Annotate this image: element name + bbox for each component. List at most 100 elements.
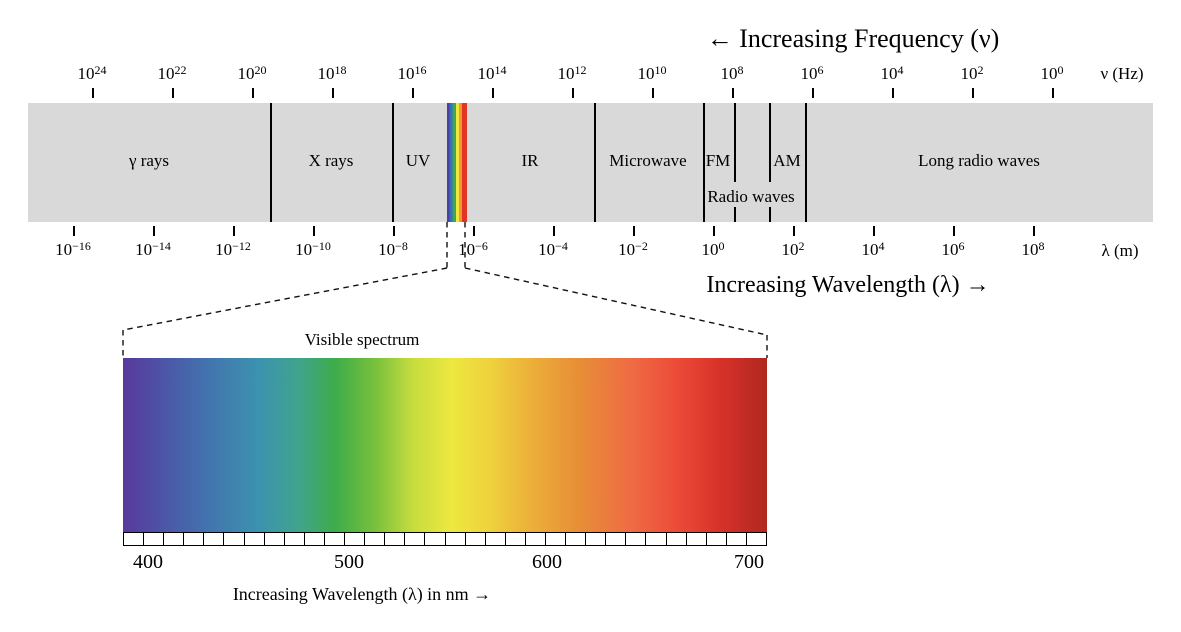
wavelength-nm-caption: Increasing Wavelength (λ) in nm → <box>232 584 492 604</box>
ruler-cell <box>245 533 265 545</box>
ruler-cell <box>626 533 647 545</box>
frequency-tick <box>812 88 814 98</box>
frequency-tick <box>412 88 414 98</box>
band-region-label: γ rays <box>128 151 170 170</box>
frequency-tick <box>972 88 974 98</box>
ruler-cell <box>747 533 766 545</box>
frequency-tick <box>92 88 94 98</box>
band-region-label: UV <box>405 151 431 170</box>
band-divider <box>270 103 272 222</box>
ruler-cell <box>707 533 727 545</box>
nm-tick-label: 500 <box>334 551 364 573</box>
wavelength-tick <box>473 226 475 236</box>
ruler-cell <box>667 533 687 545</box>
ruler-cell <box>345 533 366 545</box>
ruler-cell <box>425 533 446 545</box>
frequency-tick-label: 100 <box>1040 63 1064 83</box>
nm-tick-label: 600 <box>532 551 562 573</box>
ruler-cell <box>466 533 486 545</box>
ruler-cell <box>566 533 587 545</box>
band-divider <box>769 207 771 222</box>
ruler-cell <box>164 533 185 545</box>
wavelength-tick-label: 102 <box>781 239 805 259</box>
ruler-cell <box>727 533 747 545</box>
wavelength-tick <box>873 226 875 236</box>
wavelength-tick-label: 10−4 <box>538 239 568 259</box>
visible-spectrum-gradient <box>123 358 767 532</box>
ruler-cell <box>124 533 145 545</box>
ruler-cell <box>285 533 305 545</box>
ruler-cell <box>506 533 526 545</box>
band-divider <box>594 103 596 222</box>
ruler-cell <box>646 533 667 545</box>
wavelength-tick <box>793 226 795 236</box>
wavelength-tick <box>633 226 635 236</box>
frequency-tick-label: 1016 <box>397 63 427 83</box>
band-region-label: FM <box>705 151 731 170</box>
frequency-tick-label: 1012 <box>557 63 587 83</box>
band-divider <box>703 103 705 222</box>
ruler-cell <box>365 533 386 545</box>
frequency-tick <box>172 88 174 98</box>
ruler-cell <box>586 533 607 545</box>
frequency-tick <box>572 88 574 98</box>
band-divider <box>734 103 736 182</box>
wavelength-tick <box>73 226 75 236</box>
spectrum-band <box>28 103 1153 222</box>
wavelength-tick-label: 10−12 <box>215 239 251 259</box>
frequency-tick-label: 102 <box>960 63 984 83</box>
ruler-cell <box>305 533 325 545</box>
ruler-cell <box>446 533 466 545</box>
frequency-tick <box>492 88 494 98</box>
wavelength-tick-label: 106 <box>941 239 965 259</box>
increasing-wavelength-title: Increasing Wavelength (λ) → <box>706 272 990 298</box>
frequency-tick-label: 1014 <box>477 63 507 83</box>
wavelength-unit-label: λ (m) <box>1101 241 1139 260</box>
band-divider <box>734 207 736 222</box>
wavelength-tick <box>1033 226 1035 236</box>
ruler-cell <box>204 533 225 545</box>
wavelength-tick-label: 10−6 <box>458 239 488 259</box>
wavelength-tick <box>953 226 955 236</box>
wavelength-tick-label: 100 <box>701 239 725 259</box>
wavelength-tick-label: 10−14 <box>135 239 171 259</box>
frequency-tick-label: 1024 <box>77 63 107 83</box>
wavelength-tick-label: 10−2 <box>618 239 648 259</box>
wavelength-tick-label: 108 <box>1021 239 1045 259</box>
band-region-label: AM <box>773 151 801 170</box>
wavelength-tick <box>553 226 555 236</box>
band-region-label: X rays <box>308 151 354 170</box>
frequency-tick-label: 108 <box>720 63 744 83</box>
wavelength-tick <box>153 226 155 236</box>
wavelength-tick <box>713 226 715 236</box>
wavelength-tick <box>393 226 395 236</box>
wavelength-tick-label: 10−10 <box>295 239 331 259</box>
frequency-tick-label: 104 <box>880 63 904 83</box>
frequency-unit-label: ν (Hz) <box>1100 64 1144 83</box>
ruler-cell <box>687 533 707 545</box>
visible-spectrum-label: Visible spectrum <box>304 330 420 349</box>
ruler-cell <box>486 533 506 545</box>
band-region-label: Microwave <box>609 151 687 170</box>
ruler-cell <box>526 533 546 545</box>
band-region-label: IR <box>521 151 539 170</box>
frequency-tick-label: 1010 <box>637 63 667 83</box>
frequency-tick <box>652 88 654 98</box>
band-divider <box>769 103 771 182</box>
frequency-tick-label: 106 <box>800 63 824 83</box>
frequency-tick <box>332 88 334 98</box>
ruler-cell <box>546 533 567 545</box>
ruler-cell <box>224 533 245 545</box>
increasing-frequency-title: ← Increasing Frequency (ν) <box>706 24 1000 53</box>
wavelength-tick <box>313 226 315 236</box>
visible-light-strip <box>447 103 467 222</box>
ruler-cell <box>385 533 406 545</box>
wavelength-tick-label: 104 <box>861 239 885 259</box>
nm-tick-label: 400 <box>133 551 163 573</box>
ruler-cell <box>405 533 426 545</box>
frequency-tick <box>252 88 254 98</box>
frequency-tick <box>892 88 894 98</box>
frequency-tick-label: 1020 <box>237 63 267 83</box>
ruler-cell <box>265 533 285 545</box>
